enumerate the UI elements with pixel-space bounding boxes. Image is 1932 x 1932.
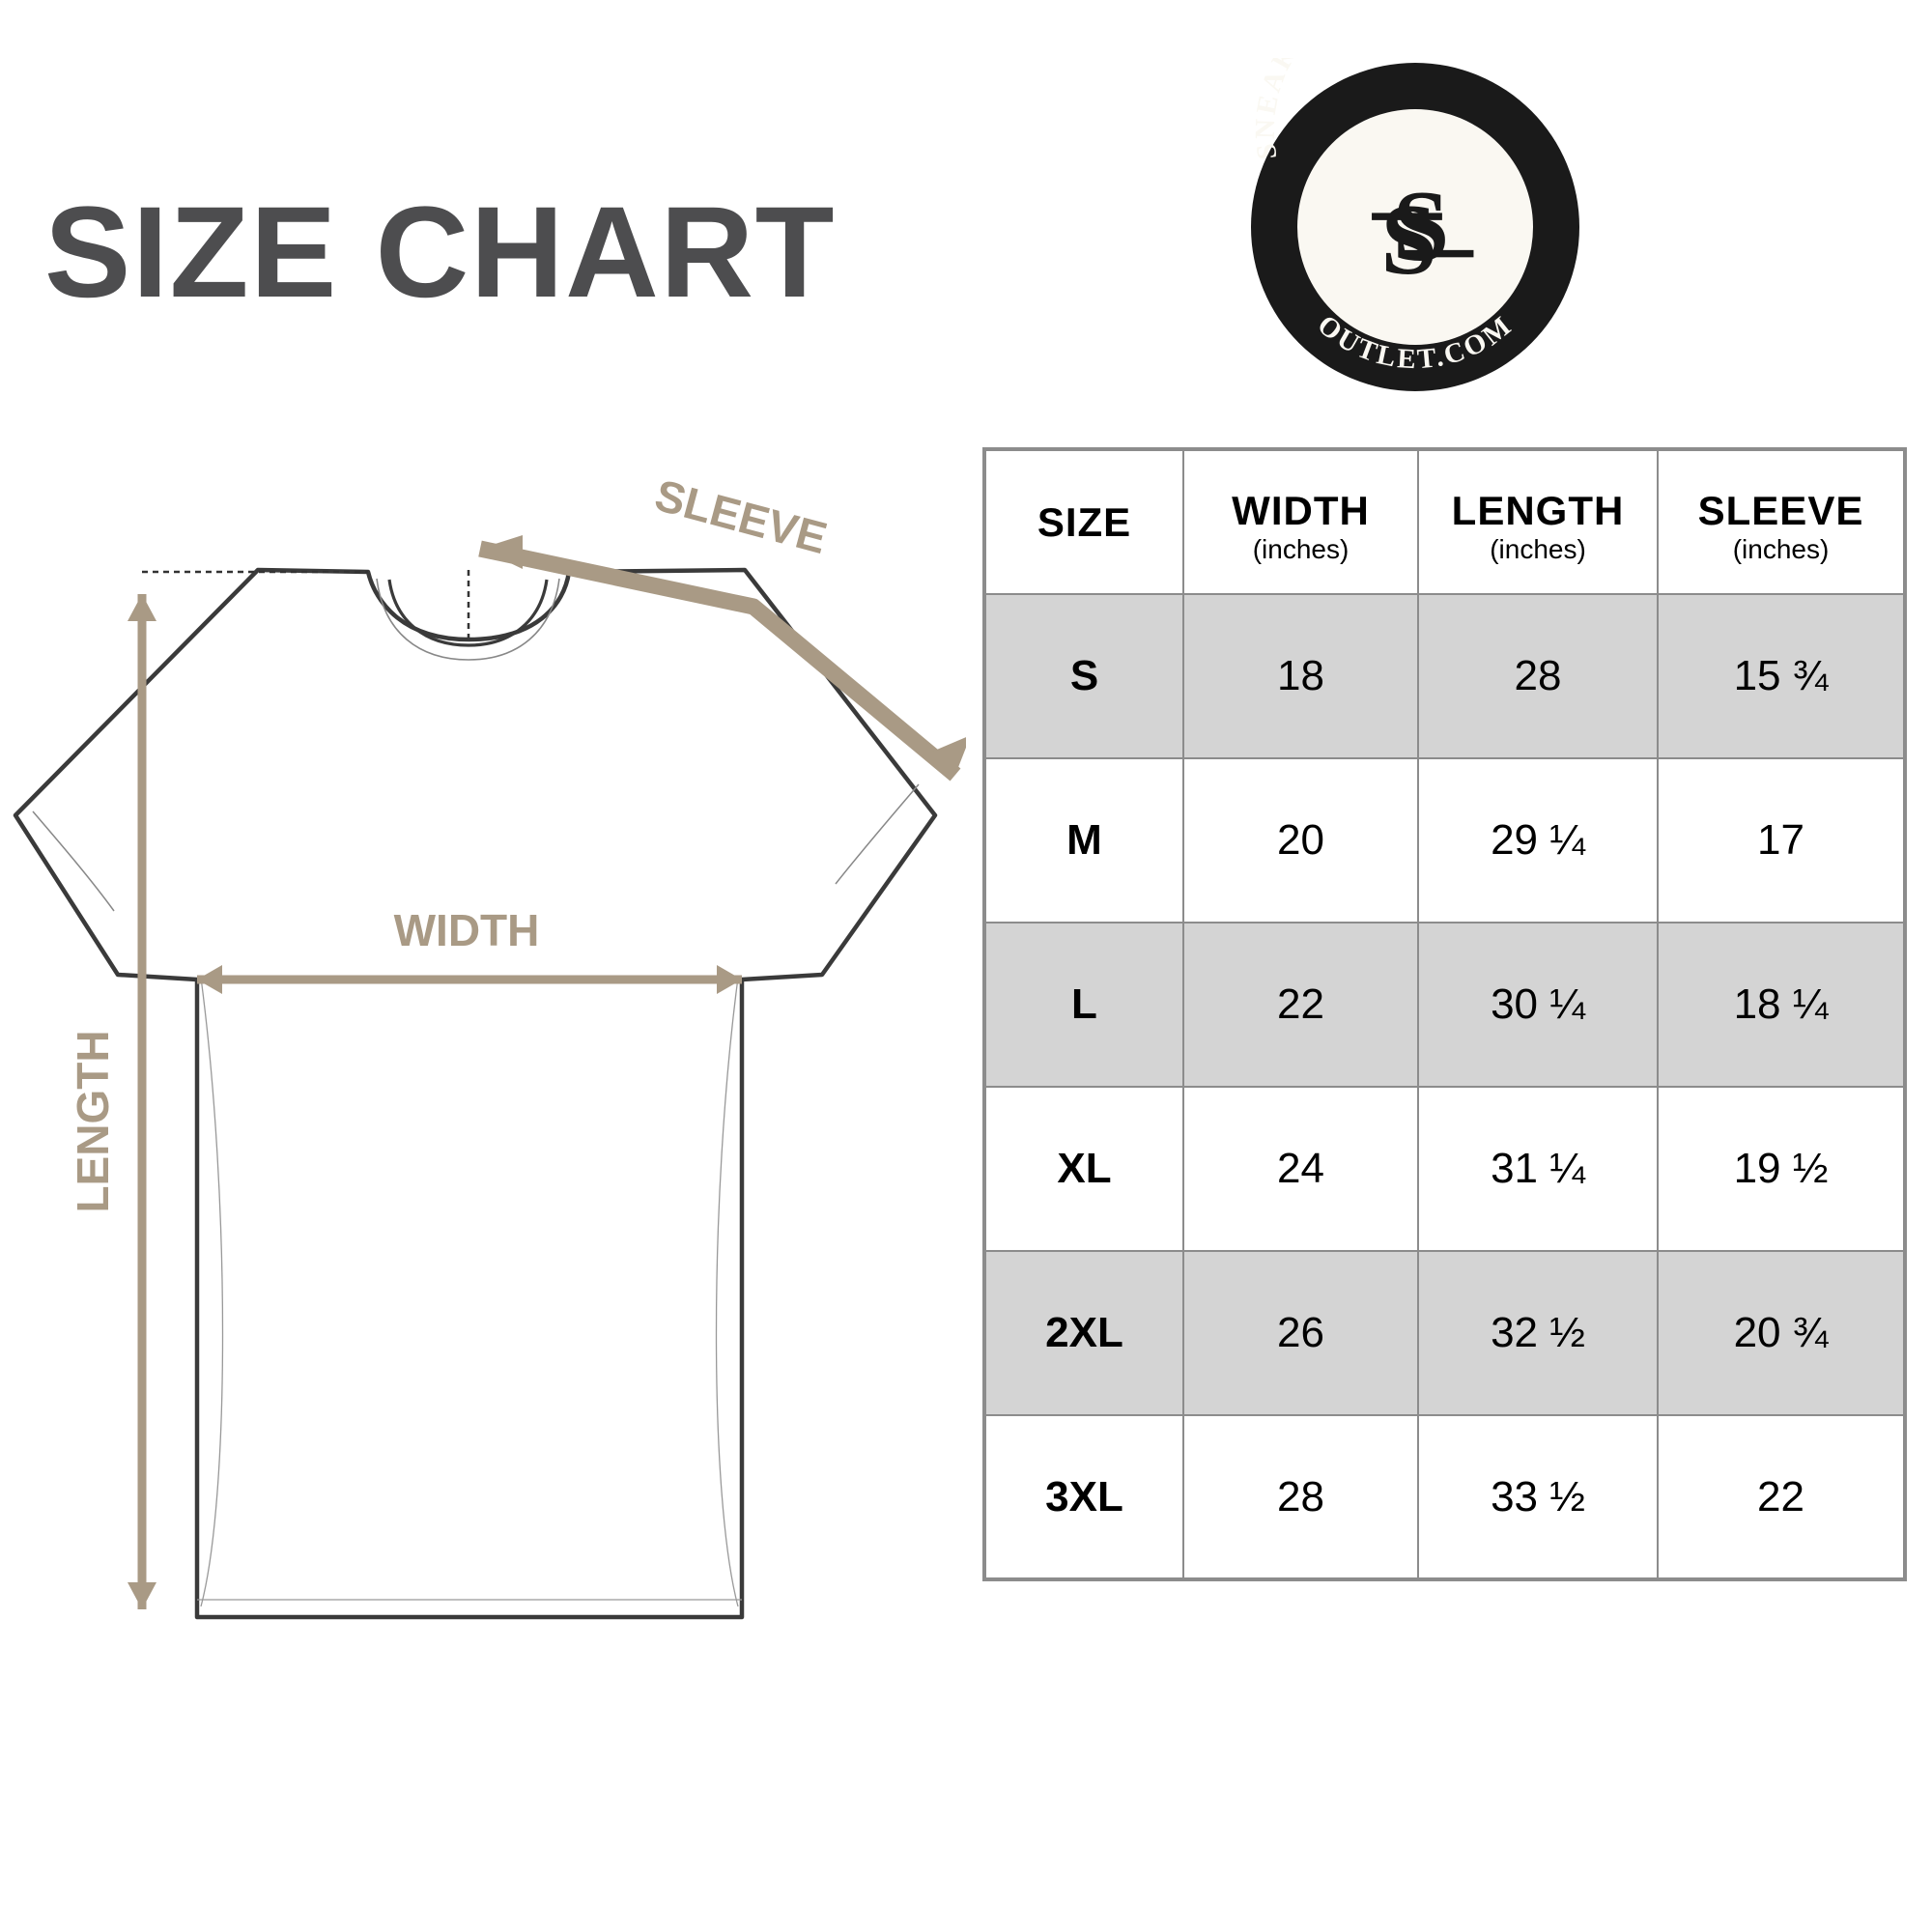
svg-text:SLEEVE: SLEEVE [650, 469, 833, 563]
svg-text:S: S [1393, 169, 1450, 282]
svg-text:LENGTH: LENGTH [68, 1030, 118, 1212]
svg-text:WIDTH: WIDTH [394, 905, 540, 955]
